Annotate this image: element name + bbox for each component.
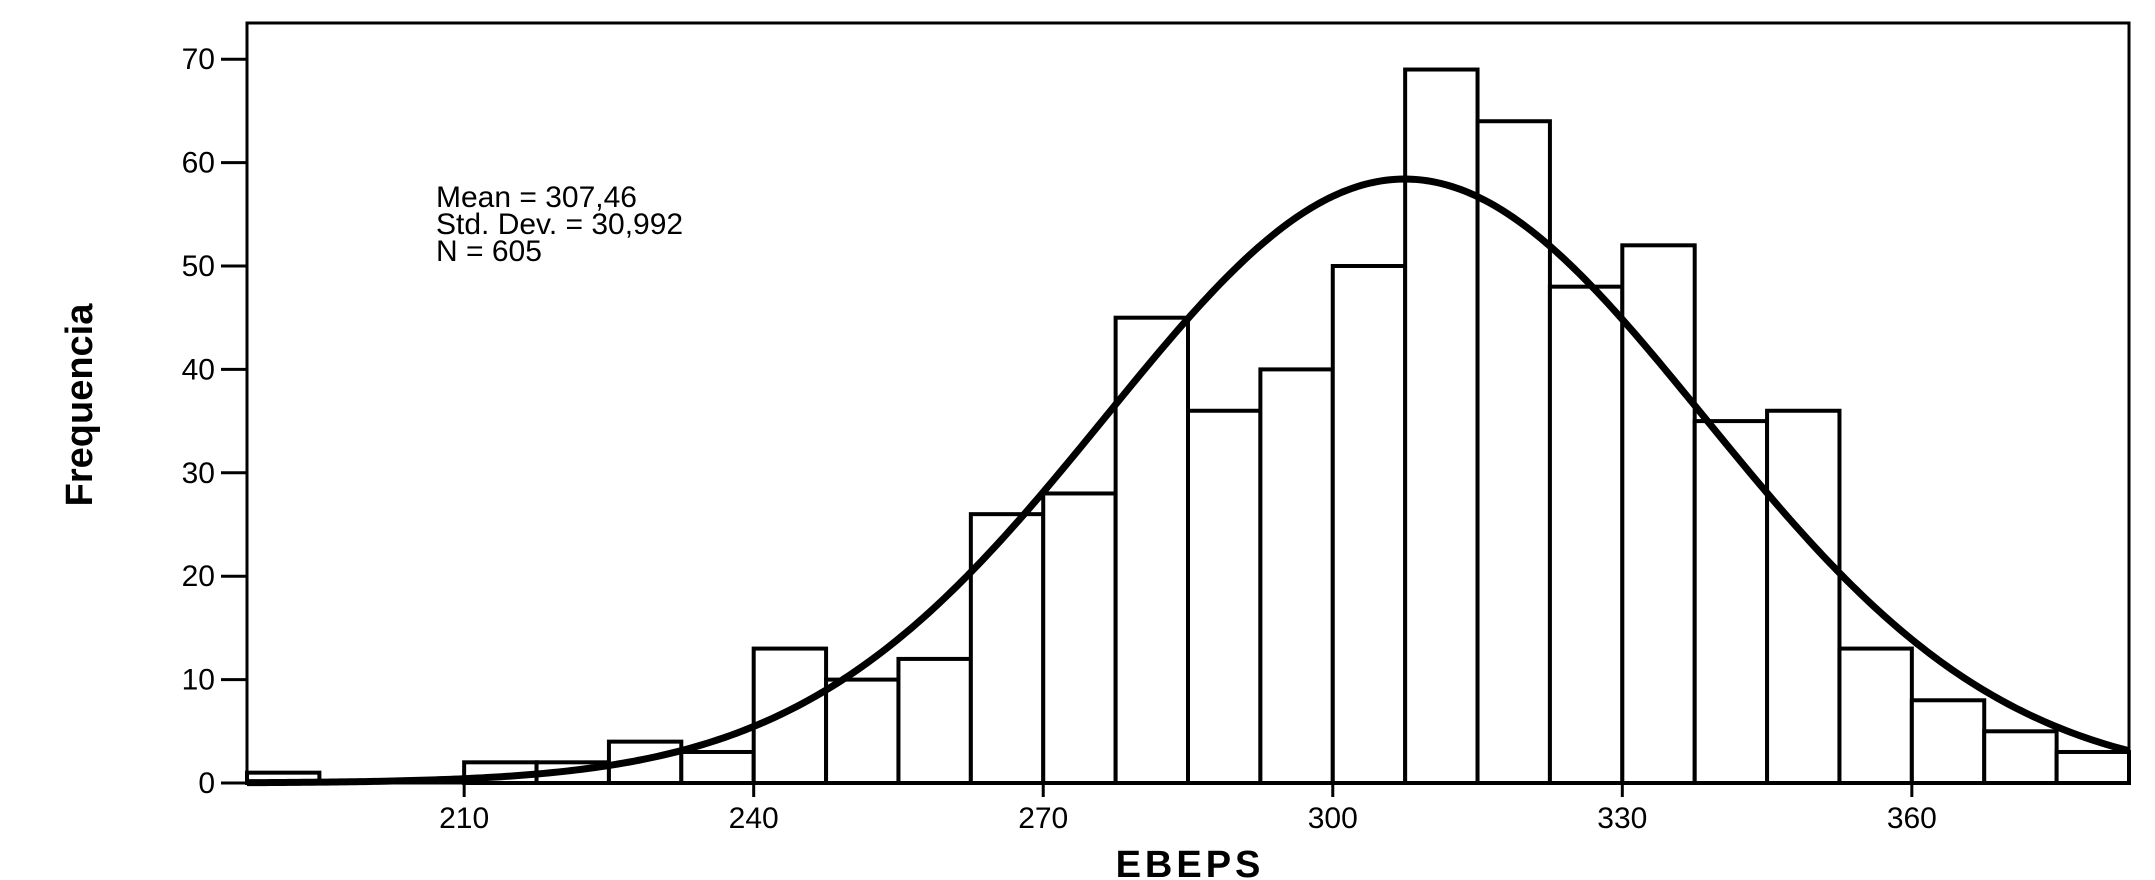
y-tick-label: 60 <box>182 147 215 180</box>
normal-curve <box>246 175 2130 787</box>
stats-mean: Mean = 307,46 <box>436 181 637 214</box>
y-axis: 0 10 20 30 40 50 60 70 <box>182 43 247 800</box>
y-tick-label: 0 <box>198 767 215 800</box>
histogram-bar <box>2054 749 2132 786</box>
histogram-bar <box>1765 408 1842 785</box>
plot-frame <box>245 21 2131 785</box>
histogram-bar <box>1909 698 1987 786</box>
histogram-bar <box>1330 263 1408 785</box>
histogram-bar <box>679 749 756 786</box>
bars-group <box>245 67 2132 786</box>
histogram-bar <box>751 646 829 786</box>
x-tick-label: 210 <box>439 802 489 835</box>
x-tick-label: 330 <box>1597 802 1647 835</box>
y-tick-label: 40 <box>182 353 215 386</box>
x-axis: 210 240 270 300 330 360 <box>439 783 1937 835</box>
x-tick-label: 360 <box>1887 802 1937 835</box>
x-tick-label: 300 <box>1308 802 1358 835</box>
stats-std-dev: Std. Dev. = 30,992 <box>436 208 683 241</box>
histogram-bar <box>1258 367 1335 785</box>
x-tick-label: 270 <box>1018 802 1068 835</box>
histogram-bar <box>1186 408 1263 785</box>
x-tick-label: 240 <box>729 802 779 835</box>
histogram-bar <box>896 656 973 786</box>
histogram-bar <box>1041 491 1118 785</box>
x-axis-title: EBEPS <box>1116 844 1265 880</box>
stats-n: N = 605 <box>436 235 542 268</box>
y-tick-label: 10 <box>182 664 215 697</box>
y-tick-label: 70 <box>182 43 215 76</box>
histogram-bar <box>1620 243 1697 785</box>
histogram-bar <box>824 677 901 785</box>
y-axis-title: Frequencia <box>59 303 101 507</box>
y-tick-label: 20 <box>182 560 215 593</box>
y-tick-label: 30 <box>182 457 215 490</box>
histogram-bar <box>1837 646 1914 786</box>
histogram-bar <box>1982 729 2059 785</box>
histogram-bar <box>968 512 1046 785</box>
histogram-bar <box>1547 284 1625 785</box>
y-tick-label: 50 <box>182 250 215 283</box>
